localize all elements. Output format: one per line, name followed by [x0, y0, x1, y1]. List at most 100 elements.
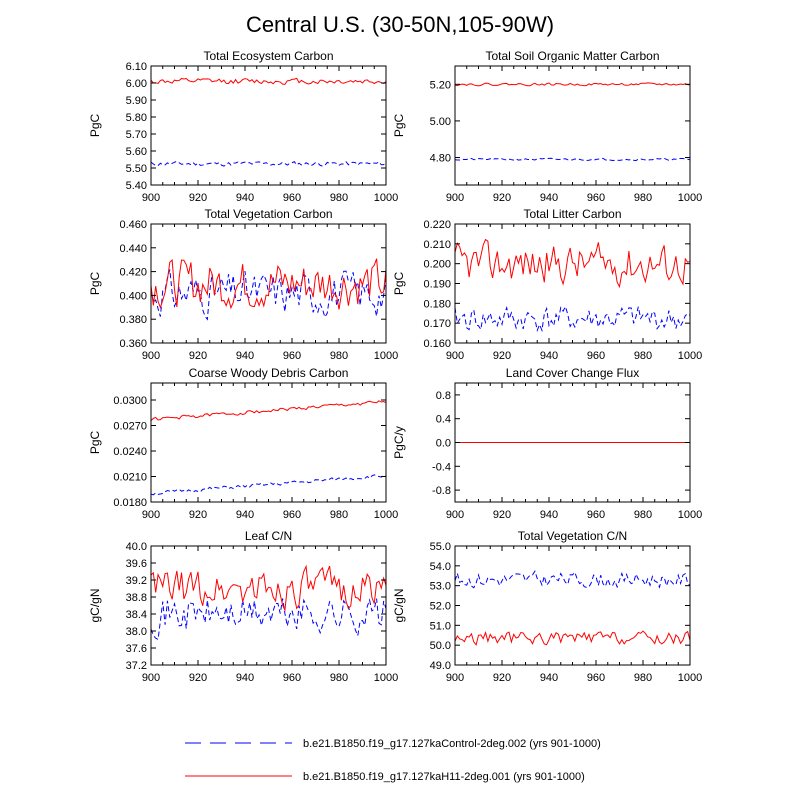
- x-tick-label: 960: [587, 672, 605, 684]
- plot-frame: [454, 223, 691, 344]
- series-group: [455, 238, 690, 333]
- y-tick-label: 5.60: [126, 146, 147, 158]
- x-tick-label: 920: [493, 350, 511, 362]
- y-tick-label: 38.4: [126, 609, 147, 621]
- y-tick-label: 0.210: [423, 239, 451, 251]
- chart-panel: Coarse Woody Debris Carbon PgC 900 920 940 96…: [88, 366, 398, 521]
- x-tick-label: 920: [493, 672, 511, 684]
- chart-panel: Total Ecosystem Carbon PgC 900 920 940 960 980…: [88, 49, 398, 204]
- x-tick-label: 980: [634, 350, 652, 362]
- y-tick-label: 37.6: [126, 643, 147, 655]
- x-tick-label: 980: [330, 350, 348, 362]
- chart-title: Total Vegetation C/N: [518, 529, 627, 543]
- chart-panel: Total Litter Carbon PgC 900 920 940 960 980 100…: [392, 207, 702, 362]
- y-tick-label: -0.8: [432, 485, 451, 497]
- x-tick-label: 960: [283, 192, 301, 204]
- x-tick-label: 940: [236, 192, 254, 204]
- y-tick-label: 0.180: [423, 298, 451, 310]
- y-tick-label: 0.0180: [113, 497, 147, 509]
- y-axis-label: PgC/y: [392, 426, 406, 459]
- y-tick-label: 51.0: [430, 620, 451, 632]
- y-tick-label: -0.4: [432, 461, 451, 473]
- y-tick-label: 55.0: [430, 541, 451, 553]
- y-tick-label: 40.0: [126, 541, 147, 553]
- y-tick-label: 50.0: [430, 640, 451, 652]
- chart-panel: Leaf C/N gC/gN 900 920 940 960 980 1000 37.2 37.6…: [88, 529, 398, 684]
- x-tick-label: 940: [540, 350, 558, 362]
- series-line-control: [151, 160, 386, 167]
- x-tick-label: 980: [634, 509, 652, 521]
- y-axis-label: gC/gN: [392, 588, 406, 622]
- x-tick-label: 920: [493, 192, 511, 204]
- plot-frame: [150, 65, 387, 186]
- y-tick-label: 39.6: [126, 558, 147, 570]
- chart-title: Total Litter Carbon: [523, 207, 621, 221]
- y-tick-label: 5.50: [126, 163, 147, 175]
- chart-panel: Land Cover Change Flux PgC/y 900 920 940 960 9…: [392, 366, 702, 521]
- y-tick-label: 6.10: [126, 61, 147, 73]
- y-tick-label: 6.00: [126, 78, 147, 90]
- y-tick-label: 0.400: [119, 290, 147, 302]
- y-tick-label: 0.380: [119, 314, 147, 326]
- y-tick-label: 0.160: [423, 338, 451, 350]
- y-tick-label: 0.4: [436, 414, 451, 426]
- series-line-control: [151, 474, 386, 496]
- plot-frame: [150, 223, 387, 344]
- x-tick-label: 1000: [374, 350, 398, 362]
- legend-control-label: b.e21.B1850.f19_g17.127kaControl-2deg.00…: [303, 738, 601, 750]
- chart-panel: Total Vegetation Carbon PgC 900 920 940 960 98…: [88, 207, 398, 362]
- x-tick-label: 980: [330, 672, 348, 684]
- y-tick-label: 0.0: [436, 438, 451, 450]
- x-tick-label: 940: [540, 509, 558, 521]
- y-tick-label: 0.0210: [113, 472, 147, 484]
- y-tick-label: 53.0: [430, 581, 451, 593]
- x-tick-label: 920: [189, 509, 207, 521]
- y-tick-label: 5.00: [430, 116, 451, 128]
- legend-experiment-label: b.e21.B1850.f19_g17.127kaH11-2deg.001 (y…: [303, 771, 585, 783]
- y-tick-label: 5.90: [126, 95, 147, 107]
- x-tick-label: 900: [142, 192, 160, 204]
- series-line-control: [455, 570, 690, 589]
- y-tick-label: 4.80: [430, 153, 451, 165]
- y-tick-label: 0.190: [423, 279, 451, 291]
- x-tick-label: 900: [446, 192, 464, 204]
- x-tick-label: 960: [587, 509, 605, 521]
- x-tick-label: 1000: [374, 509, 398, 521]
- chart-panel: Total Vegetation C/N gC/gN 900 920 940 960 980…: [392, 529, 702, 684]
- series-group: [151, 400, 386, 496]
- x-tick-label: 900: [142, 350, 160, 362]
- y-axis-label: PgC: [88, 113, 102, 137]
- x-tick-label: 920: [189, 192, 207, 204]
- x-tick-label: 900: [142, 509, 160, 521]
- y-tick-label: 5.70: [126, 129, 147, 141]
- x-tick-label: 960: [587, 350, 605, 362]
- x-tick-label: 1000: [374, 192, 398, 204]
- y-axis-label: gC/gN: [88, 588, 102, 622]
- y-tick-label: 0.8: [436, 390, 451, 402]
- chart-title: Leaf C/N: [245, 529, 292, 543]
- x-tick-label: 960: [283, 350, 301, 362]
- chart-title: Land Cover Change Flux: [506, 366, 639, 380]
- x-tick-label: 900: [142, 672, 160, 684]
- y-tick-label: 0.0270: [113, 421, 147, 433]
- x-tick-label: 1000: [678, 672, 702, 684]
- y-tick-label: 52.0: [430, 601, 451, 613]
- x-tick-label: 1000: [374, 672, 398, 684]
- y-tick-label: 5.80: [126, 112, 147, 124]
- x-tick-label: 940: [236, 350, 254, 362]
- y-tick-label: 0.420: [119, 267, 147, 279]
- chart-title: Coarse Woody Debris Carbon: [189, 366, 349, 380]
- y-axis-label: PgC: [88, 271, 102, 295]
- y-tick-label: 5.20: [430, 79, 451, 91]
- x-tick-label: 1000: [678, 192, 702, 204]
- x-tick-label: 980: [330, 509, 348, 521]
- y-tick-label: 54.0: [430, 561, 451, 573]
- x-tick-label: 920: [493, 509, 511, 521]
- y-axis-label: PgC: [392, 113, 406, 137]
- x-tick-label: 960: [283, 672, 301, 684]
- series-line-experiment: [455, 238, 690, 289]
- y-tick-label: 38.8: [126, 592, 147, 604]
- y-tick-label: 38.0: [126, 626, 147, 638]
- y-tick-label: 37.2: [126, 660, 147, 672]
